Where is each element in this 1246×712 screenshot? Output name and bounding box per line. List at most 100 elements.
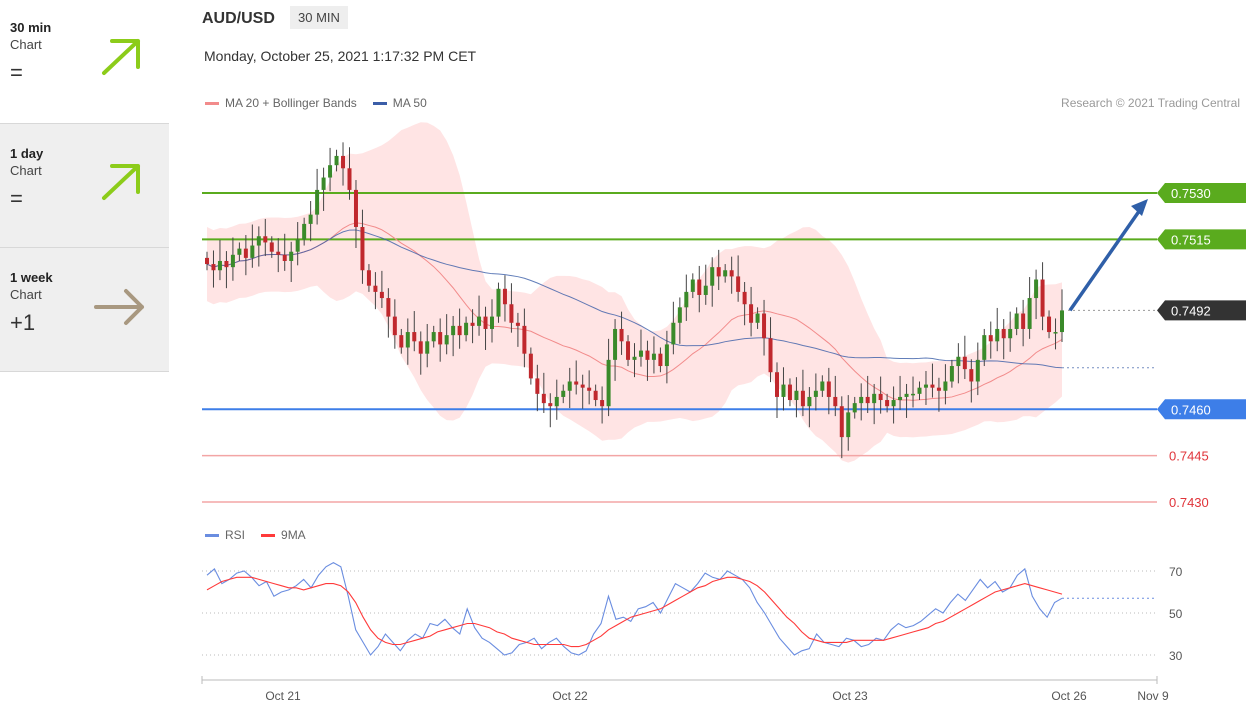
candle [548, 393, 553, 428]
candle [820, 375, 825, 397]
candle [554, 379, 559, 420]
candle [496, 282, 501, 323]
candle-body [490, 316, 494, 329]
candle [289, 241, 294, 282]
candle-body [703, 285, 708, 295]
candle [898, 375, 903, 410]
candle [237, 242, 242, 261]
candle-body [502, 288, 507, 305]
chart-datetime: Monday, October 25, 2021 1:17:32 PM CET [204, 48, 477, 64]
candle-body [1021, 313, 1026, 329]
candle-body [431, 332, 436, 342]
candle [755, 307, 760, 329]
candle [904, 383, 909, 418]
candle [664, 330, 669, 384]
candle-body [917, 387, 922, 394]
candle [315, 168, 320, 225]
candle [794, 377, 799, 418]
candle-body [600, 400, 605, 407]
trend-up-arrow-icon [102, 39, 140, 75]
level-tag [1157, 229, 1246, 250]
timeframe-subtitle: Chart [10, 163, 42, 178]
candle-body [1060, 310, 1064, 333]
rsi-tick-label: 70 [1169, 565, 1183, 579]
timeframe-1day[interactable]: 1 day Chart = [0, 124, 169, 248]
candle [846, 395, 851, 451]
candle-body [366, 270, 371, 286]
candle-body [755, 313, 760, 323]
candle-body [1001, 328, 1006, 339]
candle-body [658, 353, 663, 367]
candle-body [956, 356, 961, 367]
x-tick-label: Oct 22 [552, 689, 588, 703]
candle-body [807, 396, 812, 407]
candle [626, 335, 631, 367]
candle-body [328, 165, 333, 178]
candle-body [302, 223, 307, 240]
candle-body [237, 248, 242, 255]
rsi-line [206, 561, 1063, 656]
candle-body [995, 328, 1000, 342]
candle-body [399, 335, 404, 348]
candle-body [872, 393, 877, 404]
candle [580, 374, 585, 409]
candle [386, 288, 391, 338]
candle-body [315, 189, 320, 215]
candle-body [580, 384, 585, 388]
candle [418, 331, 423, 375]
candle-body [826, 381, 831, 397]
candle [1060, 289, 1064, 342]
candle-body [813, 390, 818, 397]
trend-flat-arrow-icon [94, 289, 144, 325]
candle-body [289, 251, 294, 261]
timeframe-30min[interactable]: 30 min Chart = [0, 0, 169, 124]
candle-body [360, 226, 365, 271]
candle-body [839, 406, 844, 438]
candle-body [846, 412, 851, 438]
candle-body [736, 276, 741, 292]
candle-body [638, 350, 643, 357]
candle [982, 328, 987, 367]
candle-body [710, 267, 715, 286]
candle [392, 299, 397, 349]
candle-body [690, 279, 695, 292]
candle [911, 376, 916, 408]
candle [775, 362, 779, 418]
candle [379, 270, 384, 308]
candle-body [386, 298, 391, 317]
candle-body [923, 384, 928, 388]
candle [632, 343, 637, 378]
timeframe-badge[interactable]: 30 MIN [290, 6, 348, 29]
candle-body [1034, 279, 1039, 299]
candle-body [904, 393, 909, 397]
candle-body [444, 335, 449, 345]
candle-body [898, 396, 903, 401]
candle [988, 321, 993, 359]
candle [360, 209, 365, 284]
candle-body [671, 322, 676, 345]
candle [969, 359, 974, 403]
candle [295, 222, 300, 266]
candle [431, 325, 436, 348]
candle [1021, 299, 1026, 347]
candle [658, 347, 663, 373]
candle-body [211, 264, 216, 271]
candle-body [347, 168, 352, 190]
timeframe-title: 1 day [10, 146, 44, 161]
timeframe-1week[interactable]: 1 week Chart +1 [0, 248, 169, 372]
level-label: 0.7515 [1171, 232, 1211, 247]
candle-body [936, 387, 941, 391]
candle [995, 307, 1000, 352]
candle-body [282, 254, 287, 261]
candle [677, 297, 682, 344]
candle-body [606, 359, 611, 407]
candle-body [230, 254, 235, 268]
candle-body [276, 251, 281, 255]
level-label: 0.7492 [1171, 303, 1211, 318]
candle [399, 328, 404, 354]
candle-body [613, 328, 618, 360]
level-tag [1157, 399, 1246, 420]
candle [1008, 311, 1013, 352]
candle [515, 312, 520, 347]
